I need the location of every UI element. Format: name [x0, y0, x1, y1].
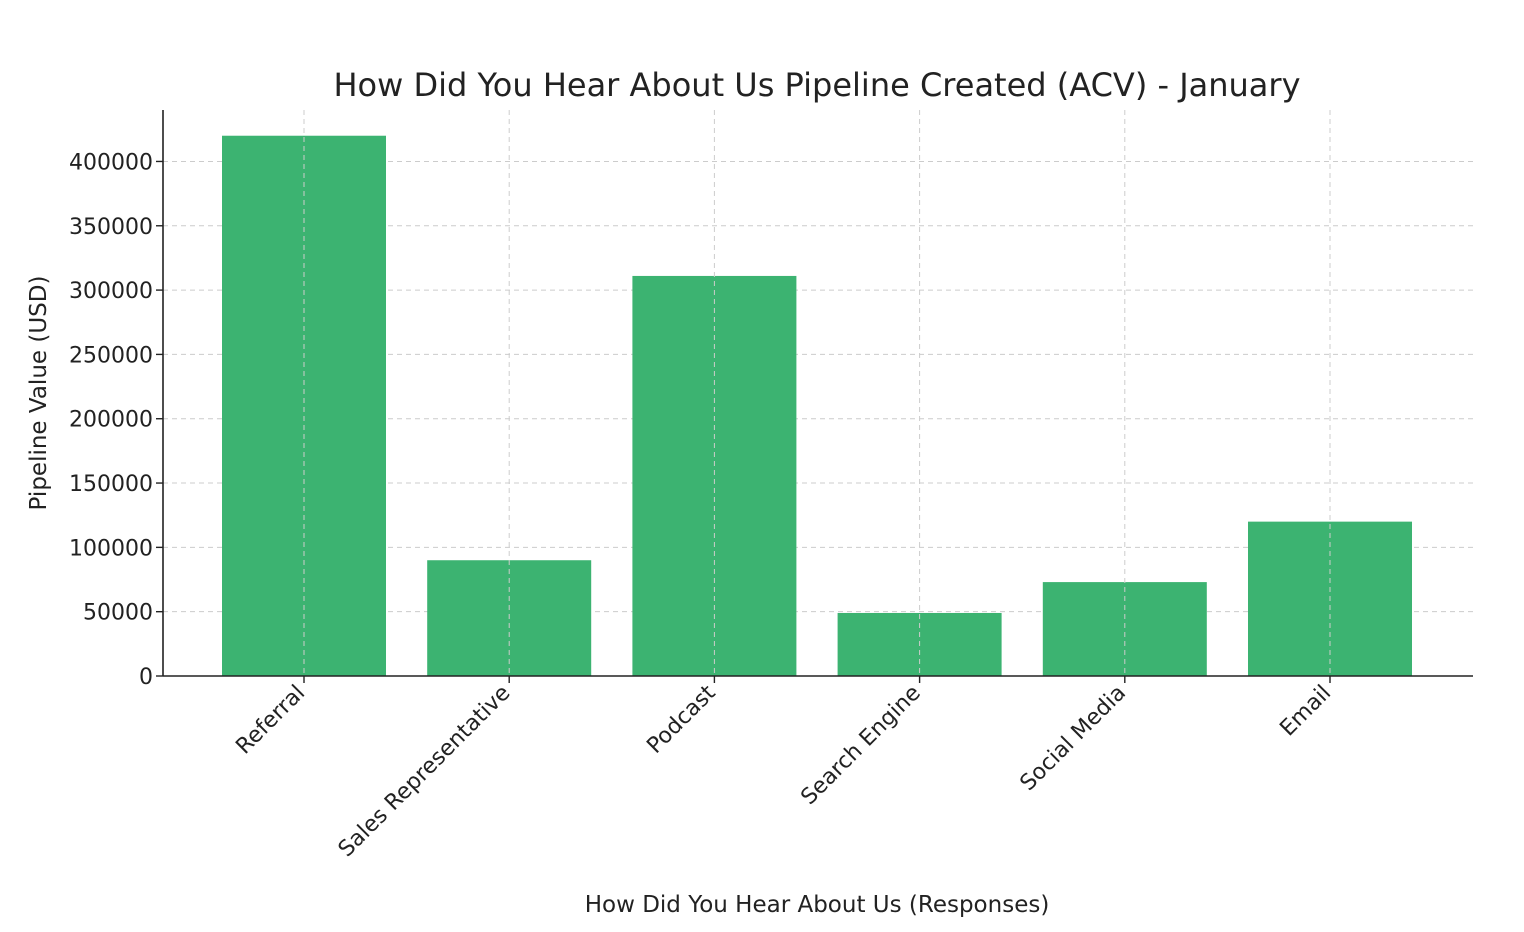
x-tick-label: Referral: [231, 681, 310, 760]
y-ticks: 0 50000 100000 150000 200000 250000 300000 3500…: [69, 150, 163, 690]
y-tick-label: 400000: [69, 150, 153, 175]
chart-title: How Did You Hear About Us Pipeline Creat…: [333, 66, 1300, 104]
y-axis-title: Pipeline Value (USD): [26, 276, 52, 511]
y-tick-label: 200000: [69, 408, 153, 433]
x-tick-label: Email: [1275, 681, 1336, 742]
x-tick-label: Podcast: [642, 680, 720, 758]
x-tick-label: Sales Representative: [334, 681, 516, 863]
y-tick-label: 250000: [69, 343, 153, 368]
y-tick-label: 100000: [69, 536, 153, 561]
y-tick-label: 150000: [69, 472, 153, 497]
y-tick-label: 50000: [83, 601, 153, 626]
axes: [162, 110, 1473, 677]
y-tick-label: 300000: [69, 279, 153, 304]
bars: [222, 135, 1412, 676]
x-ticks: Referral Sales Representative Podcast Searc…: [231, 676, 1336, 862]
y-tick-label: 350000: [69, 215, 153, 240]
x-tick-label: Search Engine: [796, 681, 925, 810]
bar: [222, 135, 386, 676]
x-axis-title: How Did You Hear About Us (Responses): [585, 892, 1050, 918]
y-tick-label: 0: [139, 665, 153, 690]
x-tick-label: Social Media: [1016, 681, 1131, 796]
